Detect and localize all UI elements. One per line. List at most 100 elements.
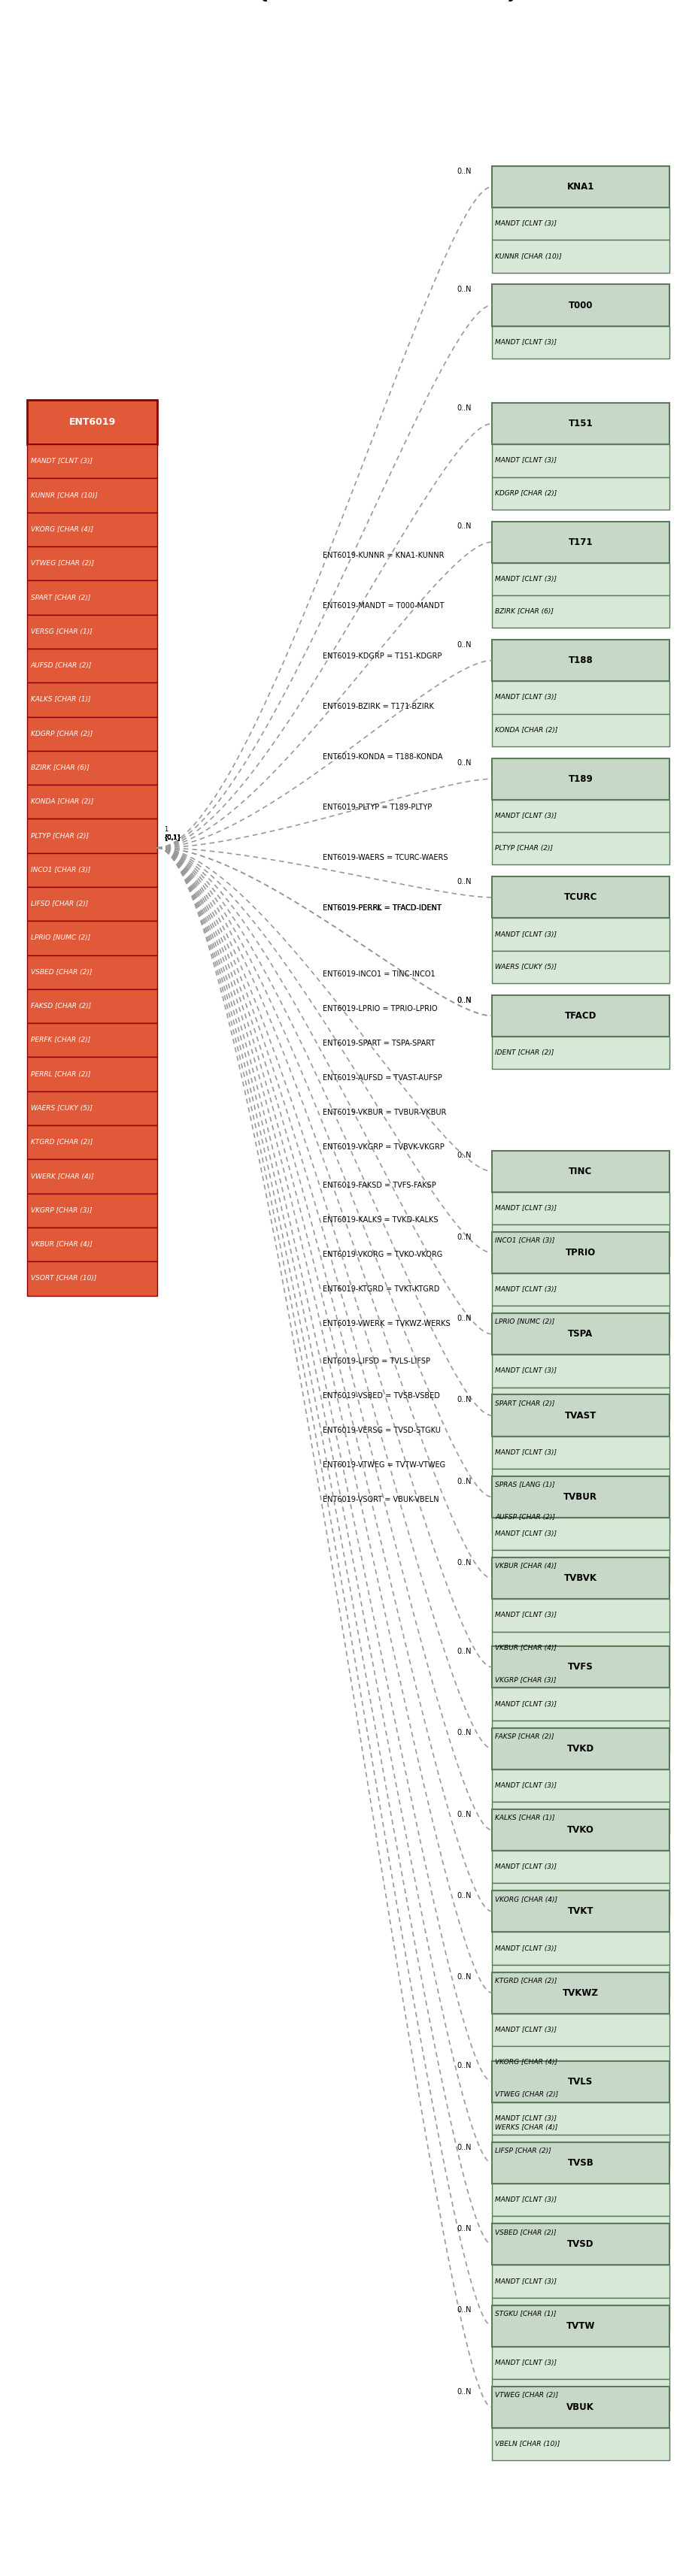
FancyBboxPatch shape	[27, 1226, 157, 1262]
FancyBboxPatch shape	[492, 1965, 669, 1996]
FancyBboxPatch shape	[492, 1932, 669, 1965]
Text: AUFSD [CHAR (2)]: AUFSD [CHAR (2)]	[31, 662, 92, 670]
Text: BZIRK [CHAR (6)]: BZIRK [CHAR (6)]	[495, 608, 554, 616]
Text: ENT6019-KALKS = TVKD-KALKS: ENT6019-KALKS = TVKD-KALKS	[323, 1216, 438, 1224]
FancyBboxPatch shape	[492, 1551, 669, 1582]
Text: MANDT [CLNT (3)]: MANDT [CLNT (3)]	[495, 2115, 557, 2123]
Text: VSBED [CHAR (2)]: VSBED [CHAR (2)]	[495, 2228, 557, 2236]
Text: TINC: TINC	[569, 1167, 592, 1177]
Text: MANDT [CLNT (3)]: MANDT [CLNT (3)]	[495, 930, 557, 938]
FancyBboxPatch shape	[492, 757, 669, 799]
FancyBboxPatch shape	[492, 951, 669, 984]
FancyBboxPatch shape	[492, 562, 669, 595]
Text: KTGRD [CHAR (2)]: KTGRD [CHAR (2)]	[495, 1978, 557, 1984]
Text: {0,1}: {0,1}	[164, 835, 182, 840]
FancyBboxPatch shape	[27, 1126, 157, 1159]
Text: PLTYP [CHAR (2)]: PLTYP [CHAR (2)]	[495, 845, 553, 853]
FancyBboxPatch shape	[27, 513, 157, 546]
FancyBboxPatch shape	[492, 1631, 669, 1664]
FancyBboxPatch shape	[492, 1273, 669, 1306]
Text: KNA1: KNA1	[567, 183, 594, 191]
Text: {0,1}: {0,1}	[164, 835, 182, 840]
Text: IDENT [CHAR (2)]: IDENT [CHAR (2)]	[495, 1048, 554, 1056]
FancyBboxPatch shape	[492, 1388, 669, 1419]
Text: KALKS [CHAR (1)]: KALKS [CHAR (1)]	[31, 696, 91, 703]
Text: {0,1}: {0,1}	[164, 835, 182, 840]
Text: VKORG [CHAR (4)]: VKORG [CHAR (4)]	[495, 1896, 557, 1904]
FancyBboxPatch shape	[492, 2380, 669, 2411]
FancyBboxPatch shape	[27, 580, 157, 616]
Text: ENT6019-VSBED = TVSB-VSBED: ENT6019-VSBED = TVSB-VSBED	[323, 1391, 441, 1399]
Text: VWERK [CHAR (4)]: VWERK [CHAR (4)]	[31, 1172, 94, 1180]
Text: {0,1}: {0,1}	[164, 835, 182, 840]
Text: VTWEG [CHAR (2)]: VTWEG [CHAR (2)]	[31, 559, 94, 567]
Text: 1
{0,1}: 1 {0,1}	[164, 827, 182, 840]
FancyBboxPatch shape	[492, 1801, 669, 1834]
FancyBboxPatch shape	[492, 1973, 669, 2014]
Text: SPRAS [LANG (1)]: SPRAS [LANG (1)]	[495, 1481, 555, 1489]
Text: SPART [CHAR (2)]: SPART [CHAR (2)]	[495, 1401, 555, 1406]
Text: KUNNR [CHAR (10)]: KUNNR [CHAR (10)]	[31, 492, 98, 500]
Text: ENT6019-VTWEG = TVTW-VTWEG: ENT6019-VTWEG = TVTW-VTWEG	[323, 1461, 446, 1468]
Text: ENT6019-BZIRK = T171-BZIRK: ENT6019-BZIRK = T171-BZIRK	[323, 703, 434, 711]
Text: MANDT [CLNT (3)]: MANDT [CLNT (3)]	[495, 1530, 557, 1538]
Text: VKORG [CHAR (4)]: VKORG [CHAR (4)]	[31, 526, 93, 533]
FancyBboxPatch shape	[492, 2385, 669, 2429]
Text: LPRIO [NUMC (2)]: LPRIO [NUMC (2)]	[495, 1319, 555, 1327]
FancyBboxPatch shape	[27, 1159, 157, 1193]
Text: 0..N: 0..N	[457, 1649, 471, 1656]
Text: KDGRP [CHAR (2)]: KDGRP [CHAR (2)]	[31, 732, 93, 737]
FancyBboxPatch shape	[492, 1151, 669, 1193]
Text: ENT6019: ENT6019	[69, 417, 115, 428]
Text: KDGRP [CHAR (2)]: KDGRP [CHAR (2)]	[495, 489, 557, 497]
FancyBboxPatch shape	[27, 1262, 157, 1296]
Text: MANDT [CLNT (3)]: MANDT [CLNT (3)]	[495, 811, 557, 819]
FancyBboxPatch shape	[492, 1721, 669, 1752]
Text: ENT6019-INCO1 = TINC-INCO1: ENT6019-INCO1 = TINC-INCO1	[323, 971, 436, 979]
FancyBboxPatch shape	[27, 399, 157, 446]
FancyBboxPatch shape	[492, 209, 669, 240]
Text: MANDT [CLNT (3)]: MANDT [CLNT (3)]	[495, 2027, 557, 2032]
Text: 0..N: 0..N	[457, 167, 471, 175]
Text: VTWEG [CHAR (2)]: VTWEG [CHAR (2)]	[495, 2092, 559, 2099]
Text: ENT6019-VKGRP = TVBVK-VKGRP: ENT6019-VKGRP = TVBVK-VKGRP	[323, 1144, 445, 1151]
Text: MANDT [CLNT (3)]: MANDT [CLNT (3)]	[495, 1450, 557, 1455]
FancyBboxPatch shape	[492, 1728, 669, 1770]
Text: MANDT [CLNT (3)]: MANDT [CLNT (3)]	[495, 459, 557, 464]
FancyBboxPatch shape	[492, 1476, 669, 1517]
Text: TSPA: TSPA	[568, 1329, 593, 1340]
Text: MANDT [CLNT (3)]: MANDT [CLNT (3)]	[495, 693, 557, 701]
Text: MANDT [CLNT (3)]: MANDT [CLNT (3)]	[495, 1285, 557, 1293]
FancyBboxPatch shape	[492, 1502, 669, 1533]
Text: {0,1}: {0,1}	[164, 835, 182, 840]
Text: MANDT [CLNT (3)]: MANDT [CLNT (3)]	[495, 1368, 557, 1376]
Text: ENT6019-PERRL = TFACD-IDENT: ENT6019-PERRL = TFACD-IDENT	[323, 904, 442, 912]
FancyBboxPatch shape	[492, 2045, 669, 2079]
FancyBboxPatch shape	[492, 799, 669, 832]
FancyBboxPatch shape	[492, 1314, 669, 1355]
FancyBboxPatch shape	[27, 1056, 157, 1092]
Text: MANDT [CLNT (3)]: MANDT [CLNT (3)]	[495, 222, 557, 227]
Text: INCO1 [CHAR (3)]: INCO1 [CHAR (3)]	[31, 866, 90, 873]
Text: MANDT [CLNT (3)]: MANDT [CLNT (3)]	[495, 1613, 557, 1618]
Text: INCO1 [CHAR (3)]: INCO1 [CHAR (3)]	[495, 1236, 555, 1244]
FancyBboxPatch shape	[492, 2223, 669, 2264]
FancyBboxPatch shape	[492, 1517, 669, 1551]
Text: SPART [CHAR (2)]: SPART [CHAR (2)]	[31, 595, 90, 600]
FancyBboxPatch shape	[492, 1664, 669, 1698]
Text: WAERS [CUKY (5)]: WAERS [CUKY (5)]	[31, 1105, 92, 1113]
Text: {0,1}: {0,1}	[164, 835, 182, 840]
Text: PERFK [CHAR (2)]: PERFK [CHAR (2)]	[31, 1036, 90, 1043]
Text: 0..N: 0..N	[457, 523, 471, 531]
Text: TVSD: TVSD	[567, 2239, 594, 2249]
FancyBboxPatch shape	[492, 2429, 669, 2460]
FancyBboxPatch shape	[492, 2143, 669, 2184]
Text: MANDT [CLNT (3)]: MANDT [CLNT (3)]	[495, 1945, 557, 1953]
Text: 0..N: 0..N	[457, 1314, 471, 1321]
Text: ENT6019-PERFK = TFACD-IDENT: ENT6019-PERFK = TFACD-IDENT	[323, 904, 441, 912]
Text: KONDA [CHAR (2)]: KONDA [CHAR (2)]	[495, 726, 558, 734]
FancyBboxPatch shape	[492, 2061, 669, 2102]
FancyBboxPatch shape	[492, 2079, 669, 2112]
FancyBboxPatch shape	[492, 832, 669, 866]
Text: MANDT [CLNT (3)]: MANDT [CLNT (3)]	[495, 2277, 557, 2285]
